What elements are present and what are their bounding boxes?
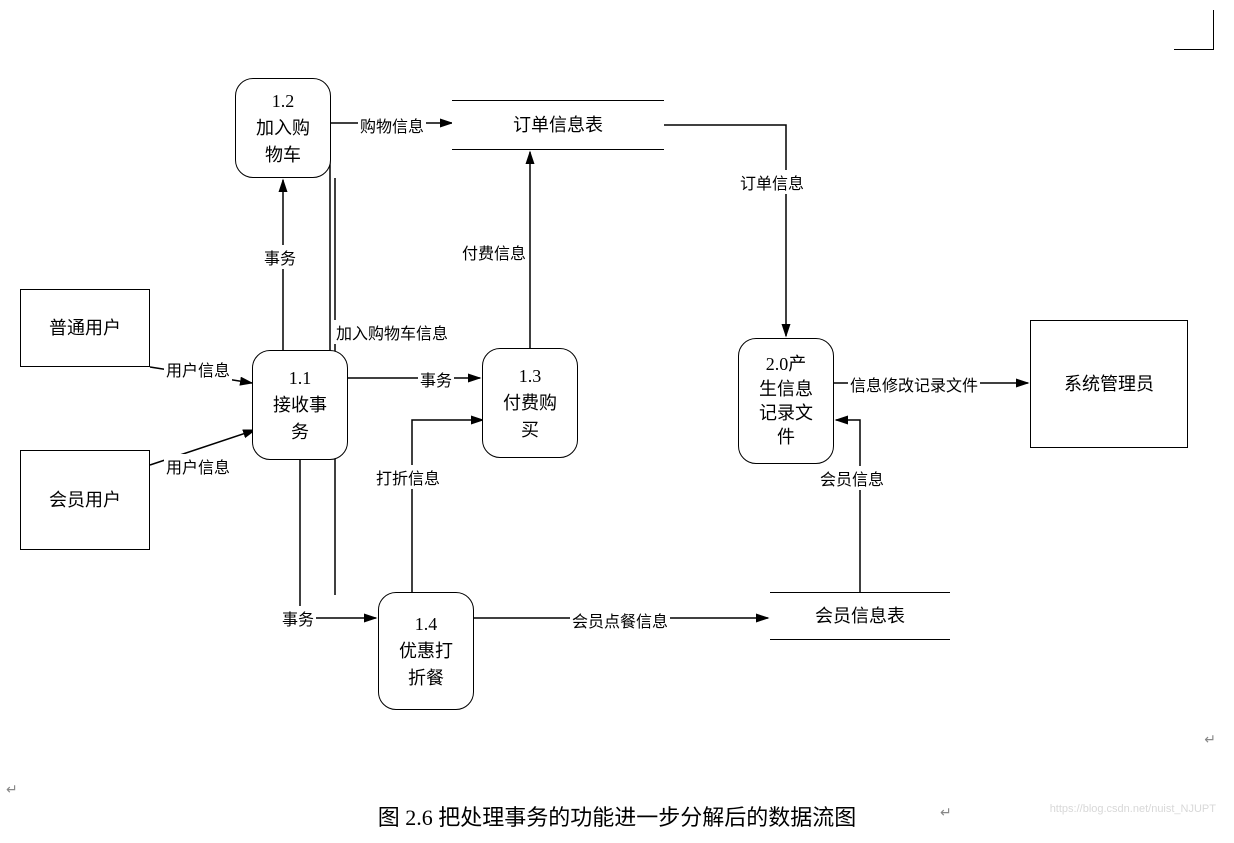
node-line: 物车 — [265, 142, 301, 169]
node-line: 1.2 — [272, 88, 295, 115]
node-line: 1.3 — [519, 363, 542, 390]
edge-label: 事务 — [280, 606, 316, 630]
edge-label: 订单信息 — [738, 170, 806, 194]
node-line: 2.0产 — [766, 352, 807, 376]
node-sysadmin: 系统管理员 — [1030, 320, 1188, 448]
node-label: 会员用户 — [49, 487, 121, 514]
edge-label: 会员点餐信息 — [570, 608, 670, 632]
edge-label: 用户信息 — [164, 454, 232, 478]
edge-label: 信息修改记录文件 — [848, 372, 980, 396]
node-2-0: 2.0产 生信息 记录文 件 — [738, 338, 834, 464]
node-line: 加入购 — [256, 115, 310, 142]
node-line: 接收事 — [273, 392, 327, 419]
edge-label: 用户信息 — [164, 357, 232, 381]
node-label: 普通用户 — [49, 315, 121, 342]
node-label: 会员信息表 — [815, 603, 905, 630]
edge-label: 会员信息 — [818, 466, 886, 490]
node-label: 订单信息表 — [513, 112, 603, 139]
edge-label: 事务 — [418, 367, 454, 391]
return-mark-icon: ↵ — [6, 782, 18, 799]
watermark-text: https://blog.csdn.net/nuist_NJUPT — [1050, 803, 1216, 815]
node-line: 买 — [521, 417, 539, 444]
node-1-3: 1.3 付费购 买 — [482, 348, 578, 458]
node-order-table: 订单信息表 — [452, 100, 664, 150]
node-1-2: 1.2 加入购 物车 — [235, 78, 331, 178]
node-line: 生信息 — [759, 377, 813, 401]
node-line: 折餐 — [408, 665, 444, 692]
return-mark-icon: ↵ — [1204, 732, 1216, 749]
edge-label: 事务 — [262, 245, 298, 269]
node-line: 1.4 — [415, 611, 438, 638]
diagram-canvas: 普通用户 会员用户 系统管理员 1.2 加入购 物车 1.1 接收事 务 1.3… — [0, 0, 1234, 843]
node-line: 记录文 — [759, 401, 813, 425]
edge-label: 加入购物车信息 — [334, 320, 450, 344]
edge-label: 打折信息 — [374, 465, 442, 489]
node-line: 件 — [777, 425, 795, 449]
return-mark-icon: ↵ — [940, 805, 952, 822]
edge-label: 付费信息 — [460, 240, 528, 264]
node-line: 付费购 — [503, 390, 557, 417]
node-member-user: 会员用户 — [20, 450, 150, 550]
edge-label: 购物信息 — [358, 113, 426, 137]
node-line: 务 — [291, 419, 309, 446]
node-member-table: 会员信息表 — [770, 592, 950, 640]
node-normal-user: 普通用户 — [20, 289, 150, 367]
node-1-4: 1.4 优惠打 折餐 — [378, 592, 474, 710]
crop-mark-icon — [1174, 10, 1214, 50]
node-line: 1.1 — [289, 365, 312, 392]
node-1-1: 1.1 接收事 务 — [252, 350, 348, 460]
node-label: 系统管理员 — [1064, 371, 1154, 398]
node-line: 优惠打 — [399, 638, 453, 665]
